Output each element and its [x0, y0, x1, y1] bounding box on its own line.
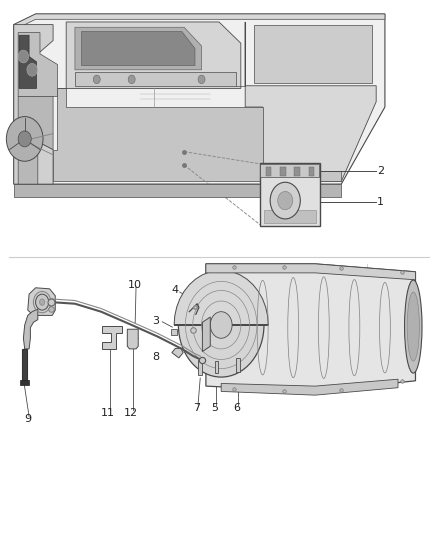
- Circle shape: [198, 75, 205, 84]
- Polygon shape: [19, 35, 36, 88]
- Circle shape: [270, 182, 300, 219]
- Text: 10: 10: [128, 280, 142, 290]
- Polygon shape: [261, 164, 319, 177]
- Ellipse shape: [405, 280, 422, 373]
- Circle shape: [93, 75, 100, 84]
- Polygon shape: [18, 96, 53, 184]
- Polygon shape: [14, 184, 341, 197]
- Text: 8: 8: [152, 352, 159, 362]
- Circle shape: [39, 299, 45, 305]
- Polygon shape: [81, 31, 195, 66]
- Polygon shape: [172, 349, 183, 358]
- Circle shape: [128, 75, 135, 84]
- Circle shape: [210, 312, 232, 338]
- Polygon shape: [245, 22, 376, 181]
- Polygon shape: [18, 33, 57, 96]
- Polygon shape: [14, 14, 385, 184]
- Text: 2: 2: [377, 166, 384, 176]
- Ellipse shape: [407, 292, 420, 361]
- Text: 12: 12: [124, 408, 138, 418]
- Text: 4: 4: [172, 286, 179, 295]
- Polygon shape: [174, 270, 268, 325]
- Polygon shape: [102, 326, 122, 349]
- Text: 5: 5: [211, 403, 218, 414]
- Polygon shape: [202, 317, 210, 352]
- Polygon shape: [23, 309, 38, 349]
- Polygon shape: [53, 88, 341, 181]
- Text: 11: 11: [101, 408, 115, 418]
- Circle shape: [18, 131, 31, 147]
- Text: 1: 1: [377, 197, 384, 207]
- Text: 7: 7: [193, 403, 200, 414]
- Circle shape: [178, 273, 264, 377]
- Polygon shape: [21, 349, 27, 383]
- Polygon shape: [66, 22, 241, 88]
- Circle shape: [18, 50, 28, 63]
- Circle shape: [35, 294, 49, 310]
- Polygon shape: [127, 329, 138, 349]
- Bar: [215, 361, 218, 373]
- Text: 3: 3: [152, 316, 159, 326]
- Polygon shape: [221, 379, 398, 395]
- Circle shape: [7, 117, 43, 161]
- Polygon shape: [206, 264, 416, 391]
- Polygon shape: [14, 14, 385, 30]
- Polygon shape: [14, 25, 53, 184]
- Bar: [237, 359, 240, 372]
- Polygon shape: [75, 72, 237, 86]
- Circle shape: [27, 63, 37, 76]
- Text: 9: 9: [24, 414, 32, 424]
- Polygon shape: [264, 210, 316, 223]
- Bar: [198, 360, 202, 375]
- Bar: [294, 166, 300, 176]
- Polygon shape: [28, 288, 55, 316]
- Text: 6: 6: [233, 403, 240, 414]
- Polygon shape: [254, 25, 372, 83]
- FancyBboxPatch shape: [260, 163, 320, 226]
- Circle shape: [278, 191, 293, 210]
- Polygon shape: [75, 27, 201, 70]
- Polygon shape: [206, 264, 416, 280]
- Bar: [266, 166, 272, 176]
- Polygon shape: [20, 379, 28, 384]
- Bar: [308, 166, 314, 176]
- Bar: [280, 166, 286, 176]
